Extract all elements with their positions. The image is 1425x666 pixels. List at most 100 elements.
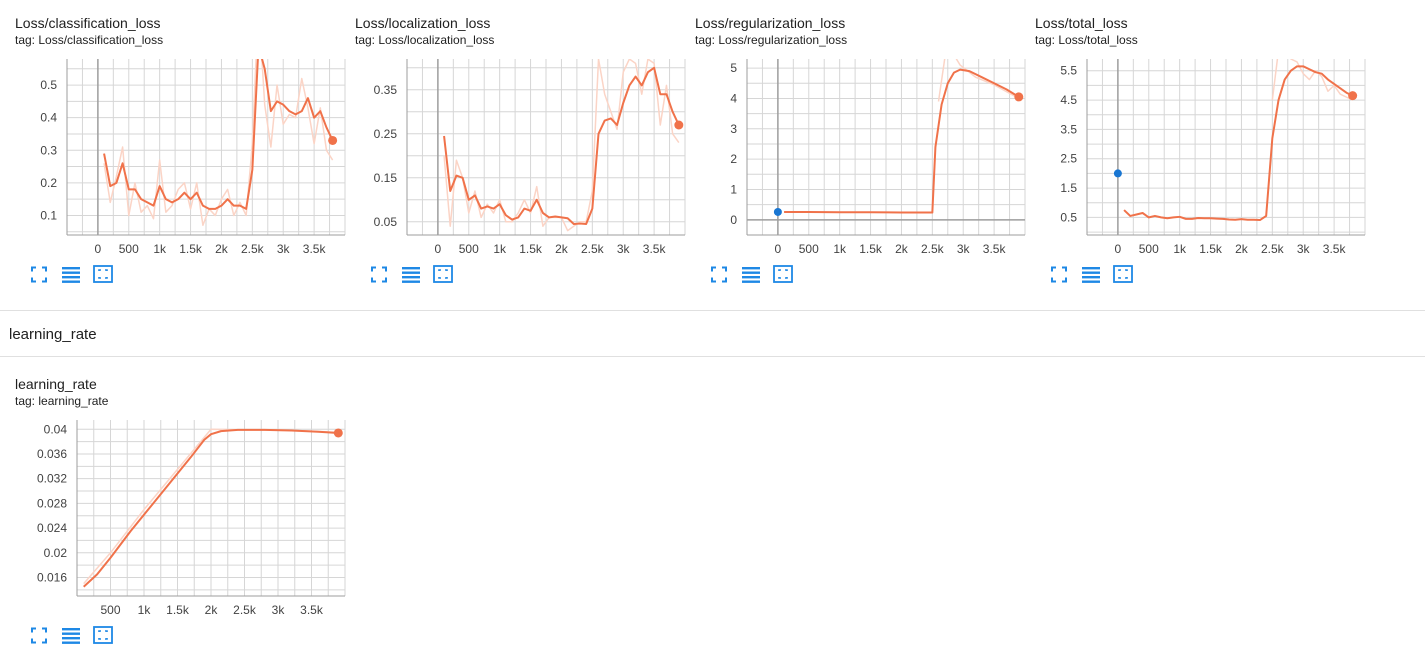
- fullscreen-button[interactable]: [23, 263, 55, 285]
- series-end-point[interactable]: [674, 120, 684, 130]
- y-tick-label: 0.4: [40, 111, 57, 125]
- x-tick-label: 1.5k: [166, 603, 190, 617]
- x-tick-label: 2k: [1235, 242, 1249, 256]
- y-tick-label: 1: [730, 182, 737, 196]
- chart-plot[interactable]: 0.5 1.5 2.5 3.5 4.5 5.5 0 500 1k 1.5k 2k 2.5k 3k 3.5k: [1035, 15, 1375, 256]
- chart-tag: tag: Loss/localization_loss: [355, 33, 495, 47]
- fit-domain-icon: [433, 264, 453, 283]
- smoothed-series-line: [443, 66, 680, 225]
- x-tick-label: 2.5k: [921, 242, 945, 256]
- x-tick-label: 2.5k: [241, 242, 265, 256]
- x-tick-label: 0: [1115, 242, 1122, 256]
- data-table-button[interactable]: [1075, 263, 1107, 285]
- fit-domain-button[interactable]: [87, 263, 119, 285]
- x-tick-label: 3.5k: [303, 242, 327, 256]
- chart-title: Loss/classification_loss: [15, 15, 161, 31]
- data-table-button[interactable]: [735, 263, 767, 285]
- y-tick-label: 3: [730, 122, 737, 136]
- chart-tag: tag: Loss/classification_loss: [15, 33, 164, 47]
- chart-tag: tag: Loss/total_loss: [1035, 33, 1138, 47]
- y-tick-label: 0.35: [374, 83, 398, 97]
- x-tick-label: 1k: [833, 242, 847, 256]
- y-tick-label: 2: [730, 152, 737, 166]
- y-tick-label: 4: [730, 91, 737, 105]
- x-tick-label: 0: [95, 242, 102, 256]
- chart-card-regularization-loss: Loss/regularization_loss tag: Loss/regul…: [695, 15, 1035, 305]
- y-tick-label: 3.5: [1060, 122, 1077, 136]
- x-tick-label: 1.5k: [1199, 242, 1223, 256]
- y-tick-label: 0.04: [44, 422, 68, 436]
- data-table-button[interactable]: [55, 624, 87, 646]
- fullscreen-icon: [31, 266, 47, 282]
- data-table-button[interactable]: [55, 263, 87, 285]
- y-tick-label: 0.2: [40, 176, 57, 190]
- x-tick-label: 1k: [153, 242, 167, 256]
- x-tick-label: 2k: [215, 242, 229, 256]
- chart-card-total-loss: Loss/total_loss tag: Loss/total_loss 0.5…: [1035, 15, 1375, 305]
- y-tick-label: 0.028: [37, 496, 67, 510]
- x-tick-label: 1k: [1173, 242, 1187, 256]
- chart-plot[interactable]: 0.1 0.2 0.3 0.4 0.5 0 500 1k 1.5k 2k 2.5k 3k 3.5k: [15, 15, 355, 256]
- fullscreen-button[interactable]: [363, 263, 395, 285]
- series-end-point[interactable]: [328, 135, 338, 145]
- chart-title: Loss/regularization_loss: [695, 15, 846, 31]
- chart-plot[interactable]: 0.05 0.15 0.25 0.35 0 500 1k 1.5k 2k 2.5k 3k 3.5k: [355, 15, 695, 256]
- x-tick-label: 500: [100, 603, 120, 617]
- data-table-button[interactable]: [395, 263, 427, 285]
- section-divider-top: [0, 310, 1425, 311]
- x-tick-label: 1k: [138, 603, 152, 617]
- x-tick-label: 1.5k: [519, 242, 543, 256]
- data-table-icon: [62, 627, 80, 644]
- smoothed-series-line: [103, 59, 334, 210]
- fit-domain-button[interactable]: [87, 624, 119, 646]
- fit-domain-button[interactable]: [767, 263, 799, 285]
- chart-plot[interactable]: 0.016 0.02 0.024 0.028 0.032 0.036 0.04 500 1k 1.…: [15, 376, 355, 621]
- fit-domain-button[interactable]: [1107, 263, 1139, 285]
- chart-controls: [23, 263, 119, 285]
- raw-series-line: [1271, 59, 1353, 101]
- y-tick-label: 5.5: [1060, 64, 1077, 78]
- x-tick-label: 1.5k: [179, 242, 203, 256]
- data-table-icon: [62, 266, 80, 283]
- series-end-point[interactable]: [1348, 91, 1358, 101]
- smoothed-series-line: [1123, 65, 1354, 222]
- series-end-point[interactable]: [333, 428, 343, 438]
- y-tick-label: 0.032: [37, 472, 67, 486]
- raw-series-line: [937, 59, 1020, 102]
- y-tick-label: 0.15: [374, 171, 398, 185]
- x-tick-label: 2.5k: [233, 603, 257, 617]
- fullscreen-button[interactable]: [703, 263, 735, 285]
- x-tick-label: 3k: [617, 242, 631, 256]
- y-tick-label: 0.024: [37, 521, 67, 535]
- smoothed-series-line: [784, 68, 1020, 214]
- x-tick-label: 3.5k: [300, 603, 324, 617]
- smoothed-series-line: [83, 428, 339, 588]
- series-end-point[interactable]: [1014, 92, 1024, 102]
- x-tick-label: 3k: [272, 603, 286, 617]
- y-tick-label: 4.5: [1060, 93, 1077, 107]
- fit-domain-button[interactable]: [427, 263, 459, 285]
- chart-card-learning-rate: learning_rate tag: learning_rate 0.016 0.…: [15, 376, 355, 666]
- x-tick-label: 2k: [205, 603, 219, 617]
- chart-controls: [1043, 263, 1139, 285]
- chart-controls: [23, 624, 119, 646]
- x-tick-label: 0: [775, 242, 782, 256]
- chart-plot[interactable]: 0 1 2 3 4 5 0 500 1k 1.5k 2k 2.5k 3k 3.5k: [695, 15, 1035, 256]
- fullscreen-button[interactable]: [23, 624, 55, 646]
- series-start-point[interactable]: [773, 207, 782, 216]
- fit-domain-icon: [93, 625, 113, 644]
- y-tick-label: 0.036: [37, 447, 67, 461]
- y-tick-label: 0.5: [1060, 210, 1077, 224]
- y-tick-label: 0.1: [40, 208, 57, 222]
- y-tick-label: 0.3: [40, 143, 57, 157]
- section-title: learning_rate: [9, 326, 97, 343]
- chart-card-classification-loss: Loss/classification_loss tag: Loss/class…: [15, 15, 355, 305]
- x-tick-label: 1.5k: [859, 242, 883, 256]
- fullscreen-button[interactable]: [1043, 263, 1075, 285]
- fullscreen-icon: [711, 266, 727, 282]
- chart-controls: [703, 263, 799, 285]
- series-start-point[interactable]: [1113, 169, 1122, 178]
- y-tick-label: 0.016: [37, 570, 67, 584]
- x-tick-label: 2k: [555, 242, 569, 256]
- y-tick-label: 0.25: [374, 127, 398, 141]
